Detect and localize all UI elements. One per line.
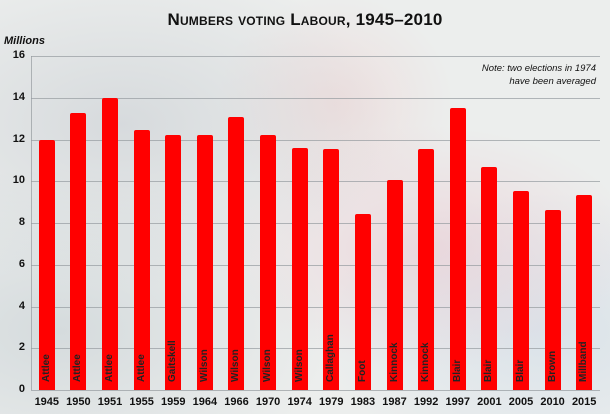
gridline — [31, 56, 600, 57]
x-tick-label: 1951 — [97, 396, 123, 408]
leader-label: Wilson — [262, 349, 274, 382]
bar-1951: Attlee — [102, 97, 119, 390]
bar-1945: Attlee — [38, 139, 55, 390]
plot-area: 0 2 4 6 8 10 12 14 16 Attlee 1945 Attlee 1950 Attlee 1… — [13, 49, 600, 408]
x-tick-label: 1955 — [129, 396, 154, 408]
y-tick-label: 8 — [18, 216, 25, 228]
leader-label: Wilson — [198, 349, 210, 382]
note-line-1: Note: two elections in 1974 — [481, 63, 596, 74]
leader-label: Callaghan — [325, 334, 337, 382]
y-tick-label: 2 — [18, 341, 25, 354]
y-tick-label: 0 — [18, 383, 25, 395]
x-tick-label: 1945 — [34, 396, 60, 408]
leader-label: Attlee — [40, 354, 52, 382]
x-tick-label: 2005 — [508, 396, 534, 408]
gridline — [31, 181, 600, 183]
x-tick-label: 1979 — [319, 396, 344, 408]
bar-1983: Foot — [354, 213, 371, 390]
leader-label: Kinnock — [420, 342, 432, 382]
x-tick-label: 2001 — [477, 396, 502, 408]
gridline — [31, 390, 600, 391]
y-tick-label: 10 — [12, 174, 25, 187]
bar-2001: Blair — [481, 166, 498, 390]
bar-1979: Callaghan — [323, 148, 340, 390]
bar-1987: Kinnock — [386, 180, 403, 390]
leader-label: Gaitskell — [167, 340, 179, 382]
chart-note: Note: two elections in 1974 have been av… — [482, 62, 596, 88]
x-tick-label: 1974 — [287, 396, 312, 408]
x-tick-label: 1997 — [445, 396, 470, 408]
leader-label: Attlee — [135, 354, 147, 382]
gridline — [31, 139, 600, 141]
bar-1992: Kinnock — [418, 148, 435, 390]
x-tick-label: 2015 — [571, 396, 597, 408]
y-tick-label: 16 — [12, 49, 25, 61]
gridline — [31, 97, 600, 99]
leader-label: Blair — [514, 359, 526, 382]
chart-title: Numbers voting Labour, 1945–2010 — [167, 10, 443, 29]
bar-1964: Wilson — [196, 135, 213, 390]
bar-1955: Attlee — [133, 130, 150, 390]
y-tick-label: 4 — [18, 299, 25, 312]
leader-label: Millband — [578, 341, 590, 382]
bar-2015: Millband — [576, 194, 593, 390]
gridline — [31, 306, 600, 308]
x-tick-label: 1983 — [350, 396, 376, 408]
bar-2005: Blair — [512, 190, 529, 390]
gridline — [31, 223, 600, 224]
note-line-2: have been averaged — [509, 76, 596, 87]
leader-label: Foot — [356, 360, 368, 382]
x-tick-label: 1992 — [413, 396, 439, 408]
leader-label: Kinnock — [388, 342, 400, 382]
gridline — [31, 264, 600, 266]
y-tick-label: 6 — [18, 257, 25, 270]
x-tick-label: 2010 — [540, 396, 565, 408]
bar-2010: Brown — [544, 210, 561, 390]
bar-1970: Wilson — [260, 135, 277, 390]
y-tick-label: 14 — [12, 90, 25, 103]
leader-label: Attlee — [72, 354, 84, 382]
leader-label: Wilson — [293, 349, 305, 382]
leader-label: Wilson — [230, 349, 242, 382]
leader-label: Blair — [483, 359, 495, 382]
leader-label: Attlee — [104, 354, 116, 382]
x-tick-label: 1970 — [255, 396, 281, 408]
bar-1959: Gaitskell — [165, 135, 182, 390]
bar-1950: Attlee — [70, 113, 87, 390]
y-tick-label: 12 — [12, 132, 25, 145]
x-tick-label: 1959 — [161, 396, 186, 408]
x-tick-label: 1987 — [382, 396, 407, 408]
gridline — [31, 348, 600, 350]
x-tick-label: 1950 — [66, 396, 91, 408]
bar-1997: Blair — [449, 108, 466, 390]
y-axis-label: Millions — [4, 35, 45, 47]
x-tick-label: 1966 — [224, 396, 249, 408]
bar-1974: Wilson — [291, 147, 308, 390]
x-tick-label: 1964 — [192, 396, 218, 408]
bar-1966: Wilson — [228, 116, 245, 390]
leader-label: Blair — [451, 359, 463, 382]
leader-label: Brown — [546, 350, 558, 382]
